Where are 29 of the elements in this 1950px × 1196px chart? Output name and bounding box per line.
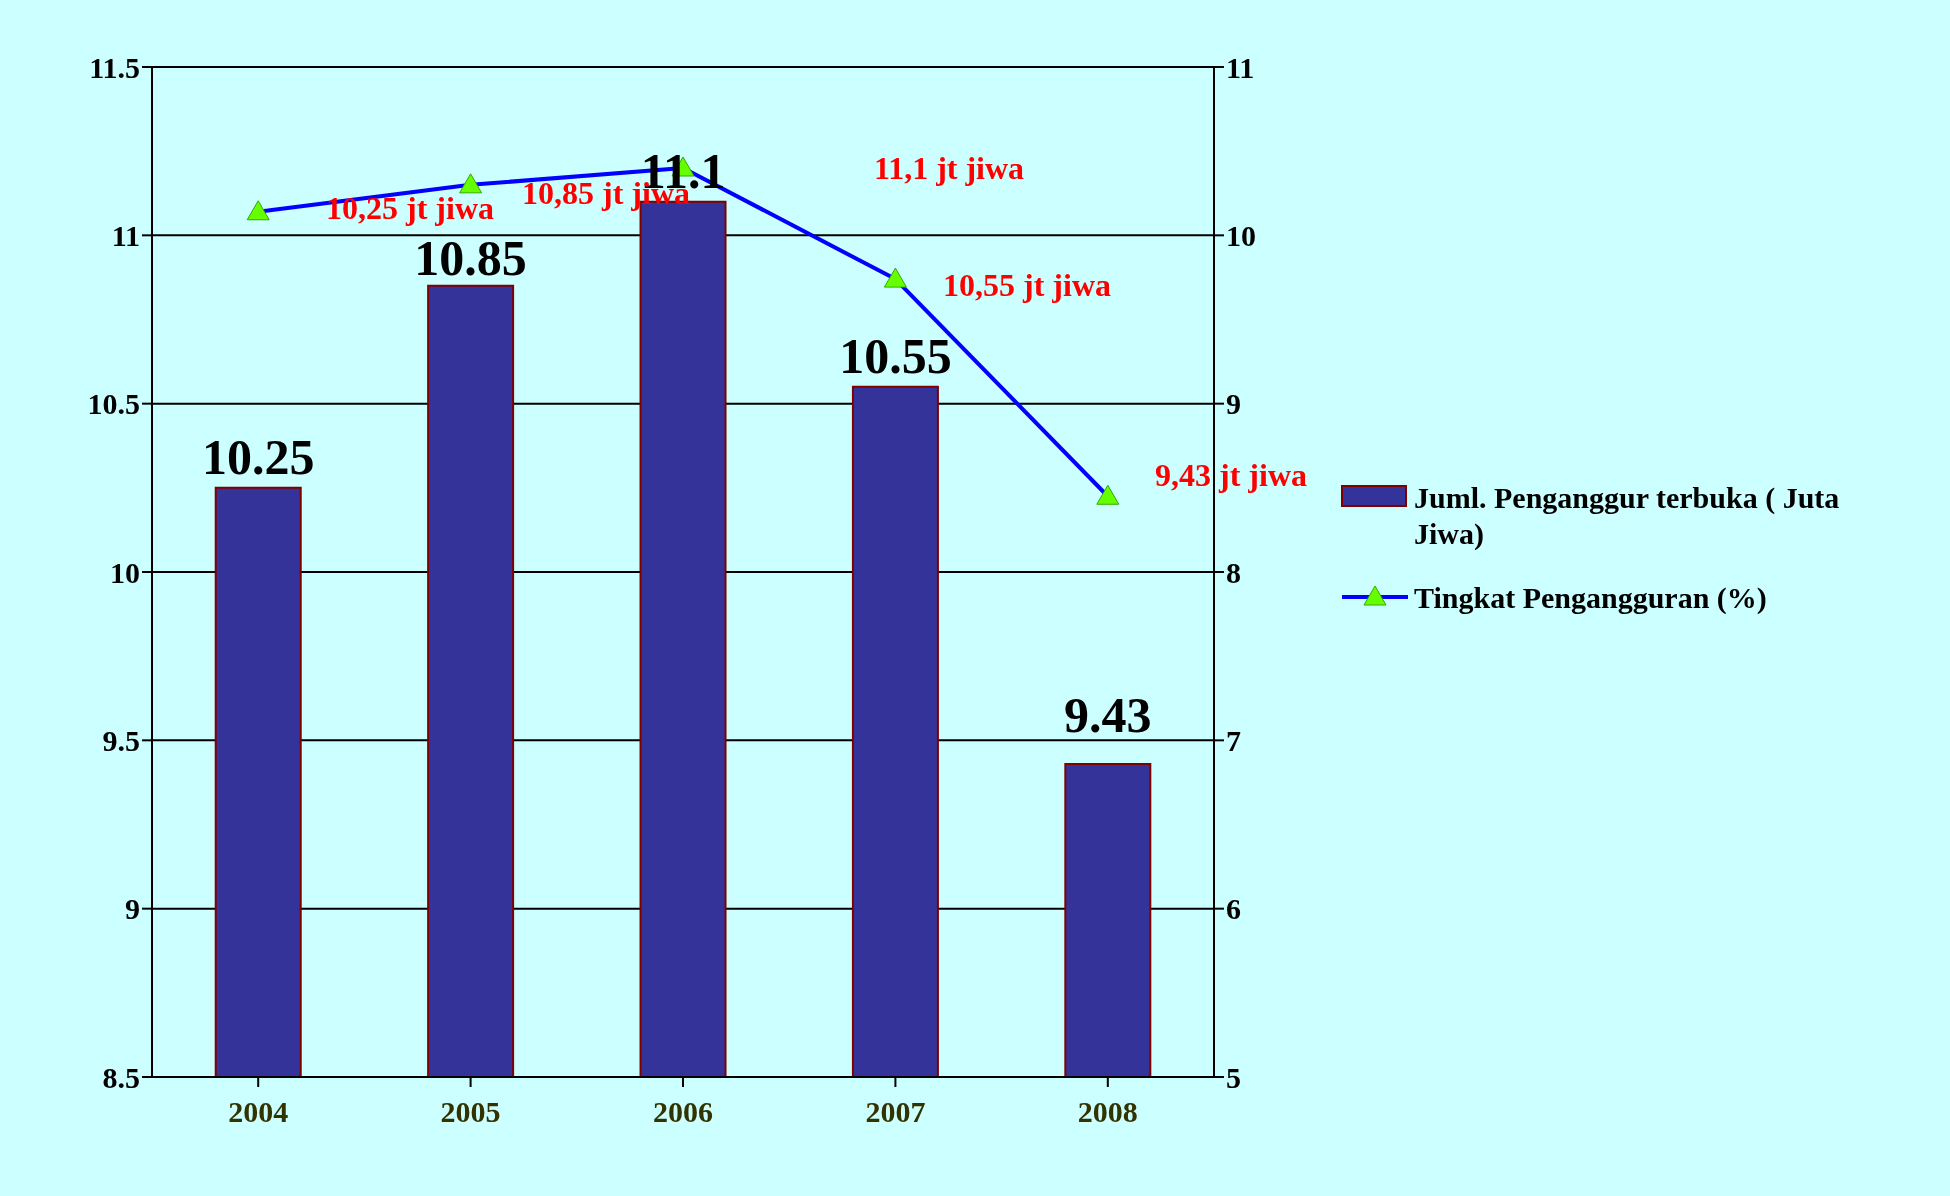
y-tick-label: 11 <box>111 218 140 252</box>
y2-tick-label: 11 <box>1226 50 1255 84</box>
data-label: 9.43 <box>1064 687 1152 744</box>
x-tick-label: 2004 <box>228 1095 289 1129</box>
annotation: 11,1 jt jiwa <box>873 149 1025 187</box>
y2-tick-label: 7 <box>1226 723 1241 757</box>
y-tick-label: 10.5 <box>87 387 140 421</box>
legend-label: Tingkat Pengangguran (%) <box>1414 580 1767 616</box>
x-tick-label: 2008 <box>1077 1095 1138 1129</box>
y-tick-label: 8.5 <box>102 1060 140 1094</box>
x-tick-label: 2006 <box>653 1095 713 1129</box>
y-tick-label: 9 <box>125 892 140 926</box>
y2-tick-label: 6 <box>1226 892 1241 926</box>
y2-tick-label: 8 <box>1226 555 1241 589</box>
x-tick-label: 2005 <box>440 1095 501 1129</box>
annotation: 10,25 jt jiwa <box>326 189 494 227</box>
data-label: 10.25 <box>201 428 315 485</box>
x-tick-label: 2007 <box>865 1095 926 1129</box>
data-label: 10.55 <box>839 327 952 384</box>
y2-tick-label: 9 <box>1226 387 1241 421</box>
annotation: 10,55 jt jiwa <box>943 266 1111 304</box>
y2-tick-label: 5 <box>1226 1060 1241 1094</box>
y-tick-label: 9.5 <box>102 723 140 757</box>
data-label: 10.85 <box>414 230 527 287</box>
y-tick-label: 10 <box>110 555 140 589</box>
y2-tick-label: 10 <box>1226 218 1256 252</box>
y-tick-label: 11.5 <box>89 50 140 84</box>
legend-label: Juml. Penganggur terbuka ( Juta Jiwa) <box>1414 480 1841 552</box>
annotation: 9,43 jt jiwa <box>1155 456 1307 494</box>
